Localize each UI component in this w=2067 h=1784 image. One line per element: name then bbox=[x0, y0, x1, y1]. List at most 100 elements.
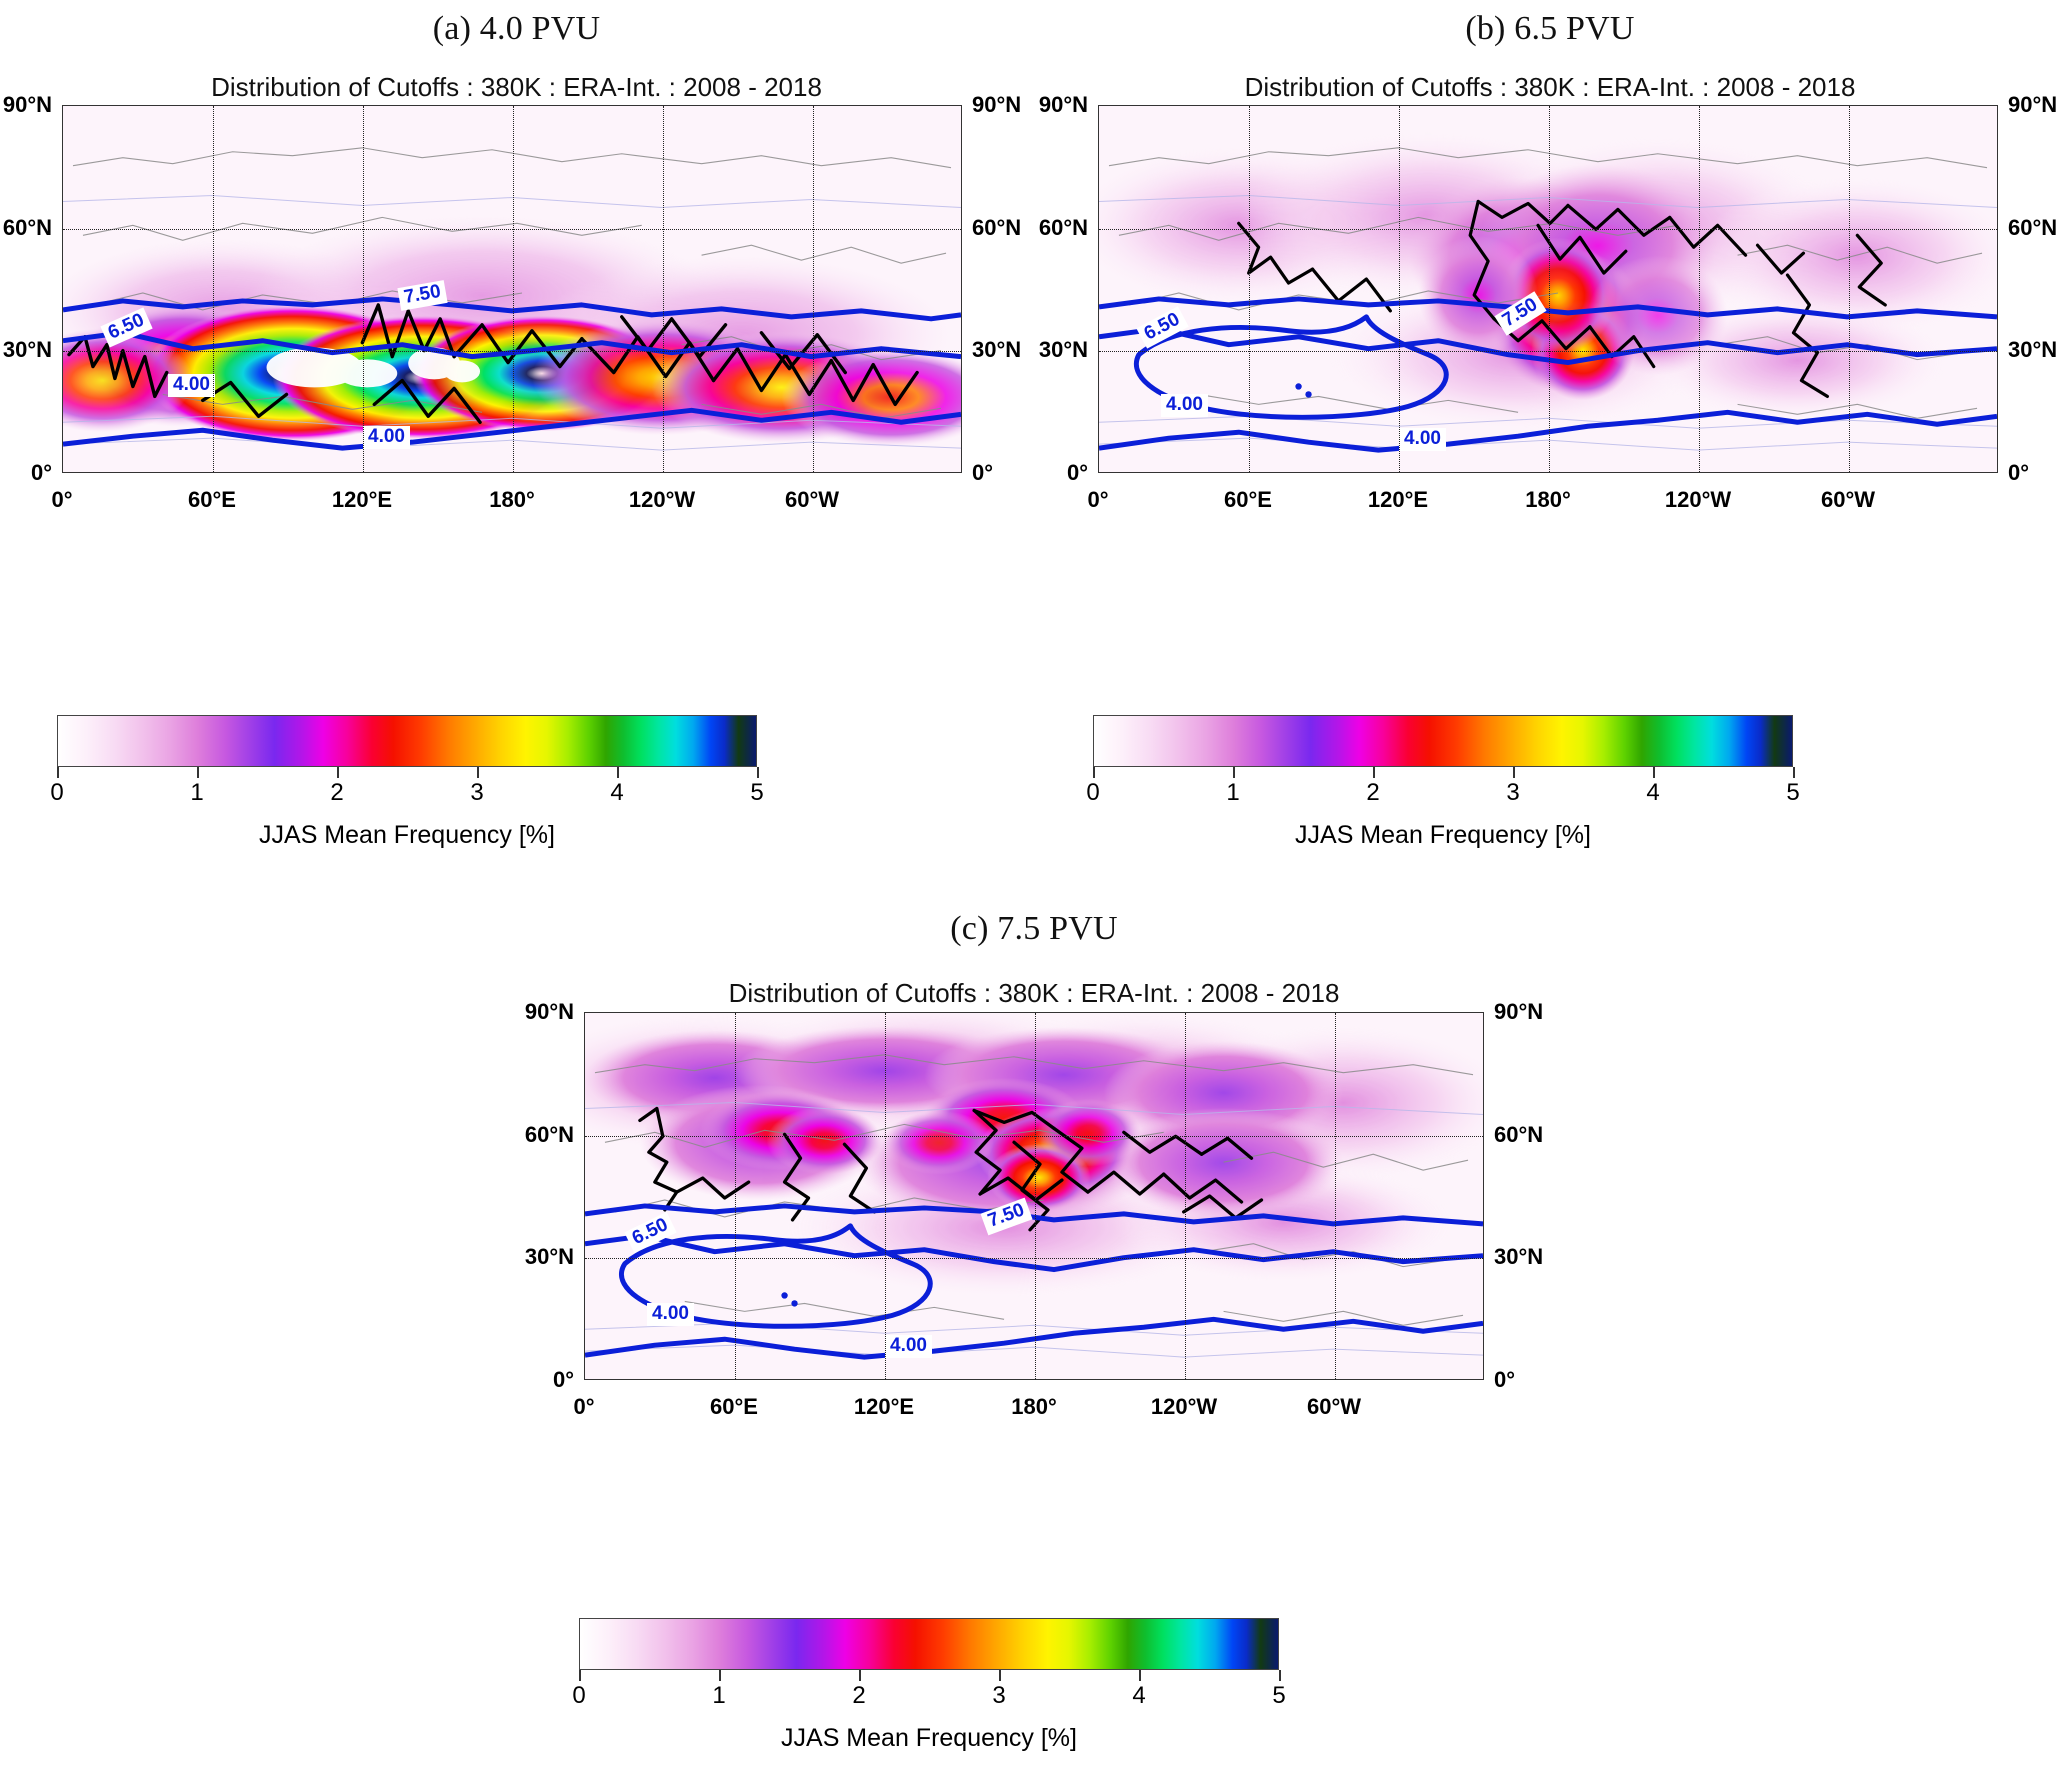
panel-c-plot-area: 6.50 7.50 4.00 4.00 bbox=[584, 1012, 1484, 1380]
panel-a-contour-label-400-right: 4.00 bbox=[363, 426, 410, 449]
panel-b-ytick-30n: 30°N bbox=[1038, 337, 1088, 363]
panel-b-colorbar-title: JJAS Mean Frequency [%] bbox=[1295, 821, 1591, 849]
panel-c-ytick-60n: 60°N bbox=[524, 1121, 574, 1147]
panel-c-ytick-30n: 30°N bbox=[524, 1244, 574, 1270]
panel-a-caption: (a) 4.0 PVU bbox=[432, 10, 601, 47]
panel-a-contour-label-400-left: 4.00 bbox=[168, 374, 215, 397]
panel-c-heatmap bbox=[585, 1013, 1483, 1379]
panel-b-ytick-0: 0° bbox=[1066, 460, 1088, 485]
panel-c-ytick-r-90n: 90°N bbox=[1494, 999, 1544, 1024]
colorbar-tick bbox=[1233, 767, 1235, 778]
panel-b-xtick-180: 180° bbox=[1525, 487, 1571, 512]
panel-b-xtick-60w: 60°W bbox=[1820, 487, 1876, 512]
panel-b-ytick-90n: 90°N bbox=[1038, 92, 1088, 117]
panel-c-ytick-r-0: 0° bbox=[1494, 1367, 1516, 1392]
colorbar-tick bbox=[859, 1670, 861, 1681]
colorbar-tick bbox=[197, 767, 199, 778]
colorbar-ticklabel-4: 4 bbox=[610, 779, 624, 806]
colorbar-ticklabel-2: 2 bbox=[1366, 779, 1380, 806]
colorbar-tick bbox=[57, 767, 59, 778]
colorbar-ticklabel-3: 3 bbox=[470, 779, 484, 806]
colorbar-tick bbox=[1793, 767, 1795, 778]
panel-c-colorbar-ticks: 0 1 2 3 4 5 bbox=[572, 1670, 1286, 1709]
panel-a-pv-contours bbox=[63, 296, 961, 451]
panel-a-plot-wrap: 90°N 60°N 30°N 0° 90°N 60°N 30°N 0° 0° 6… bbox=[3, 94, 1021, 511]
colorbar-ticklabel-5: 5 bbox=[1786, 779, 1800, 806]
panel-a-xtick-0: 0° bbox=[51, 487, 73, 512]
panel-b-ytick-60n: 60°N bbox=[1038, 214, 1088, 240]
panel-b-xtick-0: 0° bbox=[1087, 487, 1109, 512]
colorbar-tick bbox=[1139, 1670, 1141, 1681]
panel-c-colorbar: 0 1 2 3 4 5 JJAS Mean Frequency [%] bbox=[572, 1618, 1286, 1753]
colorbar-tick bbox=[1093, 767, 1095, 778]
panel-a-xtick-60e: 60°E bbox=[188, 487, 236, 512]
panel-b-caption: (b) 6.5 PVU bbox=[1465, 10, 1635, 47]
panel-a-map-title: Distribution of Cutoffs : 380K : ERA-Int… bbox=[211, 72, 822, 102]
colorbar-tick bbox=[1373, 767, 1375, 778]
panel-c-xtick-0: 0° bbox=[573, 1394, 595, 1419]
panel-a-xtick-120w: 120°W bbox=[628, 487, 696, 512]
colorbar-ticklabel-2: 2 bbox=[330, 779, 344, 806]
panel-a-colorbar-gradient bbox=[57, 715, 757, 767]
panel-a: (a) 4.0 PVU Distribution of Cutoffs : 38… bbox=[0, 0, 1033, 880]
panel-c-contour-label-400-right: 4.00 bbox=[885, 1335, 932, 1358]
colorbar-tick bbox=[1653, 767, 1655, 778]
panel-b-plot-area: 6.50 7.50 4.00 4.00 bbox=[1098, 105, 1998, 473]
colorbar-tick bbox=[579, 1670, 581, 1681]
panel-c-plot-wrap: 90°N 60°N 30°N 0° 90°N 60°N 30°N 0° 0° 6… bbox=[525, 1001, 1543, 1418]
panel-b-contour-label-400-right: 4.00 bbox=[1399, 428, 1446, 451]
panel-a-ytick-r-90n: 90°N bbox=[972, 92, 1022, 117]
colorbar-ticklabel-1: 1 bbox=[712, 1682, 726, 1709]
panel-a-ytick-90n: 90°N bbox=[2, 92, 52, 117]
colorbar-tick bbox=[617, 767, 619, 778]
colorbar-ticklabel-0: 0 bbox=[572, 1682, 586, 1709]
panel-a-colorbar-ticks: 0 1 2 3 4 5 bbox=[50, 767, 764, 806]
panel-b-xtick-120e: 120°E bbox=[1367, 487, 1429, 512]
panel-c-map-title: Distribution of Cutoffs : 380K : ERA-Int… bbox=[728, 978, 1340, 1008]
panel-b-pv-contours bbox=[1099, 296, 1997, 453]
panel-c-xtick-60e: 60°E bbox=[710, 1394, 758, 1419]
colorbar-tick bbox=[719, 1670, 721, 1681]
panel-c-xtick-180: 180° bbox=[1011, 1394, 1057, 1419]
panel-b-ytick-r-30n: 30°N bbox=[2008, 337, 2058, 363]
colorbar-tick bbox=[1513, 767, 1515, 778]
panel-b-contour-label-400-left: 4.00 bbox=[1161, 394, 1208, 417]
panel-a-xtick-60w: 60°W bbox=[784, 487, 840, 512]
colorbar-tick bbox=[337, 767, 339, 778]
panel-c-ytick-r-30n: 30°N bbox=[1494, 1244, 1544, 1270]
panel-c-xtick-120w: 120°W bbox=[1150, 1394, 1218, 1419]
colorbar-ticklabel-1: 1 bbox=[1226, 779, 1240, 806]
panel-c-colorbar-gradient bbox=[579, 1618, 1279, 1670]
panel-b-colorbar-gradient bbox=[1093, 715, 1793, 767]
panel-c-caption: (c) 7.5 PVU bbox=[950, 910, 1118, 947]
colorbar-ticklabel-3: 3 bbox=[1506, 779, 1520, 806]
panel-b-xtick-60e: 60°E bbox=[1224, 487, 1272, 512]
colorbar-ticklabel-0: 0 bbox=[1086, 779, 1100, 806]
panel-c-pv-contours bbox=[585, 1203, 1483, 1360]
panel-c-xtick-60w: 60°W bbox=[1306, 1394, 1362, 1419]
panel-b-plot-wrap: 90°N 60°N 30°N 0° 90°N 60°N 30°N 0° 0° 6… bbox=[1039, 94, 2057, 511]
panel-a-xtick-180: 180° bbox=[489, 487, 535, 512]
panel-a-plot-area: 6.50 7.50 4.00 4.00 bbox=[62, 105, 962, 473]
panel-c-ytick-r-60n: 60°N bbox=[1494, 1121, 1544, 1147]
panel-b-colorbar-ticks: 0 1 2 3 4 5 bbox=[1086, 767, 1800, 806]
panel-a-ytick-r-0: 0° bbox=[972, 460, 994, 485]
colorbar-ticklabel-4: 4 bbox=[1646, 779, 1660, 806]
colorbar-ticklabel-5: 5 bbox=[1272, 1682, 1286, 1709]
panel-b-ytick-r-60n: 60°N bbox=[2008, 214, 2058, 240]
colorbar-ticklabel-2: 2 bbox=[852, 1682, 866, 1709]
colorbar-ticklabel-1: 1 bbox=[190, 779, 204, 806]
panel-c-ytick-0: 0° bbox=[552, 1367, 574, 1392]
panel-a-ytick-60n: 60°N bbox=[2, 214, 52, 240]
panel-b-colorbar: 0 1 2 3 4 5 JJAS Mean Frequency [%] bbox=[1086, 715, 1800, 850]
panel-b-map-title: Distribution of Cutoffs : 380K : ERA-Int… bbox=[1244, 72, 1856, 102]
colorbar-ticklabel-4: 4 bbox=[1132, 1682, 1146, 1709]
panel-c-colorbar-title: JJAS Mean Frequency [%] bbox=[781, 1724, 1077, 1752]
panel-a-xtick-120e: 120°E bbox=[331, 487, 393, 512]
panel-c-contour-label-400-left: 4.00 bbox=[647, 1303, 694, 1326]
panel-a-ytick-r-30n: 30°N bbox=[972, 337, 1022, 363]
colorbar-tick bbox=[999, 1670, 1001, 1681]
panel-c: (c) 7.5 PVU Distribution of Cutoffs : 38… bbox=[517, 890, 1551, 1784]
colorbar-ticklabel-3: 3 bbox=[992, 1682, 1006, 1709]
panel-b-xtick-120w: 120°W bbox=[1664, 487, 1732, 512]
